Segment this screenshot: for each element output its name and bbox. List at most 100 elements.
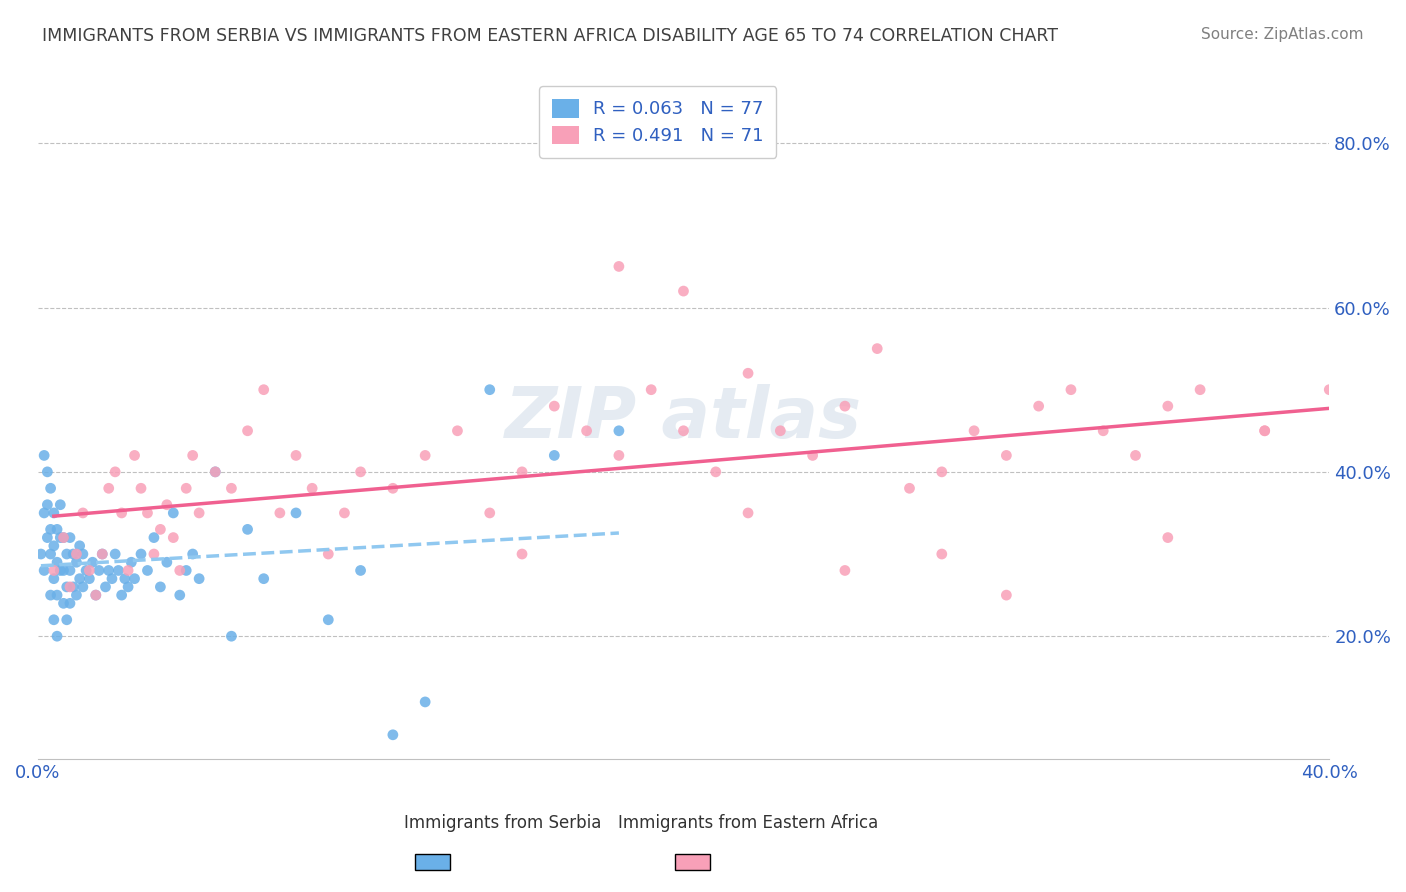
- Point: [129, 481, 152, 495]
- Point: [82, 555, 104, 569]
- Point: [72, 580, 94, 594]
- Point: [97, 564, 120, 578]
- Point: [737, 506, 759, 520]
- Point: [42, 613, 65, 627]
- Point: [104, 547, 127, 561]
- Point: [49, 531, 72, 545]
- Point: [381, 728, 404, 742]
- Point: [478, 383, 501, 397]
- Point: [478, 506, 501, 520]
- Point: [204, 465, 226, 479]
- Point: [42, 564, 65, 578]
- Point: [55, 547, 77, 561]
- Point: [1157, 399, 1180, 413]
- Point: [69, 572, 91, 586]
- Point: [42, 539, 65, 553]
- Point: [236, 424, 259, 438]
- Point: [181, 547, 204, 561]
- Point: [49, 498, 72, 512]
- Point: [174, 481, 197, 495]
- Point: [62, 580, 84, 594]
- Text: Immigrants from Serbia: Immigrants from Serbia: [404, 814, 602, 832]
- Point: [253, 572, 276, 586]
- Point: [413, 695, 436, 709]
- Point: [84, 588, 107, 602]
- Point: [111, 588, 134, 602]
- Point: [236, 522, 259, 536]
- Legend: R = 0.063   N = 77, R = 0.491   N = 71: R = 0.063 N = 77, R = 0.491 N = 71: [538, 87, 776, 158]
- Point: [37, 498, 59, 512]
- Point: [136, 506, 159, 520]
- Point: [114, 572, 136, 586]
- Point: [37, 531, 59, 545]
- Point: [46, 555, 69, 569]
- Point: [510, 547, 533, 561]
- Point: [607, 449, 630, 463]
- Point: [221, 481, 243, 495]
- Point: [269, 506, 291, 520]
- Point: [75, 564, 97, 578]
- Point: [59, 564, 82, 578]
- Point: [117, 580, 139, 594]
- Point: [65, 547, 87, 561]
- Point: [136, 564, 159, 578]
- Point: [39, 547, 62, 561]
- Point: [52, 564, 75, 578]
- Point: [1060, 383, 1083, 397]
- Point: [169, 588, 191, 602]
- Point: [204, 465, 226, 479]
- Point: [931, 465, 953, 479]
- Point: [84, 588, 107, 602]
- Point: [1028, 399, 1050, 413]
- Point: [52, 596, 75, 610]
- Point: [39, 588, 62, 602]
- Point: [72, 547, 94, 561]
- Point: [737, 366, 759, 380]
- Point: [995, 588, 1018, 602]
- Point: [65, 588, 87, 602]
- Point: [120, 555, 142, 569]
- Point: [349, 465, 371, 479]
- Point: [931, 547, 953, 561]
- Point: [149, 522, 172, 536]
- Point: [672, 284, 695, 298]
- Point: [174, 564, 197, 578]
- Point: [301, 481, 323, 495]
- Point: [117, 564, 139, 578]
- Point: [316, 547, 339, 561]
- Point: [46, 588, 69, 602]
- Point: [834, 399, 856, 413]
- Point: [46, 522, 69, 536]
- Point: [316, 613, 339, 627]
- Point: [65, 555, 87, 569]
- Point: [156, 498, 179, 512]
- Point: [607, 424, 630, 438]
- Point: [349, 564, 371, 578]
- Point: [69, 539, 91, 553]
- Point: [1317, 383, 1340, 397]
- Point: [898, 481, 921, 495]
- Point: [162, 531, 184, 545]
- Point: [30, 547, 52, 561]
- Point: [607, 260, 630, 274]
- Point: [1092, 424, 1115, 438]
- Point: [1253, 424, 1275, 438]
- Point: [543, 399, 565, 413]
- Point: [188, 572, 211, 586]
- Point: [91, 547, 114, 561]
- Point: [1382, 399, 1405, 413]
- Point: [834, 564, 856, 578]
- Point: [575, 424, 598, 438]
- Point: [59, 596, 82, 610]
- Point: [866, 342, 889, 356]
- Point: [285, 449, 308, 463]
- Point: [446, 424, 468, 438]
- Point: [101, 572, 124, 586]
- Point: [543, 449, 565, 463]
- Point: [413, 449, 436, 463]
- Point: [1157, 531, 1180, 545]
- Point: [55, 613, 77, 627]
- Point: [801, 449, 824, 463]
- Point: [1125, 449, 1147, 463]
- Point: [39, 481, 62, 495]
